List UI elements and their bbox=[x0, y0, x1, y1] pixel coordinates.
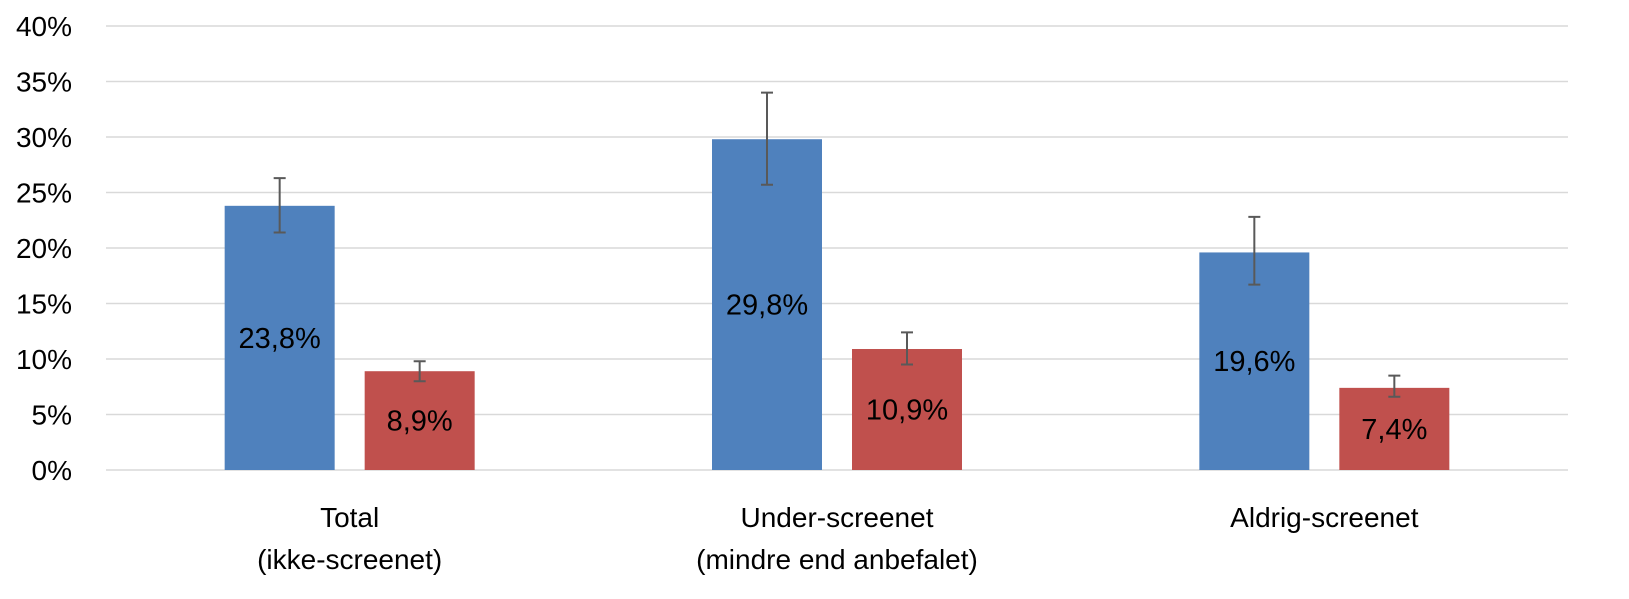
bar bbox=[1199, 252, 1310, 470]
error-bar bbox=[1388, 374, 1401, 398]
y-tick-label: 35% bbox=[16, 67, 72, 98]
bars bbox=[224, 139, 1450, 470]
y-tick-label: 5% bbox=[32, 400, 72, 431]
x-tick-label: (mindre end anbefalet) bbox=[696, 544, 978, 575]
y-tick-label: 15% bbox=[16, 289, 72, 320]
y-axis: 0% 5% 10% 15% 20% 25% 30% 35% 40% bbox=[16, 11, 72, 486]
data-label: 7,4% bbox=[1361, 414, 1427, 446]
x-tick-label: Aldrig-screenet bbox=[1230, 502, 1419, 533]
y-tick-label: 20% bbox=[16, 233, 72, 264]
y-tick-label: 25% bbox=[16, 178, 72, 209]
x-axis: Total (ikke-screenet) Under-screenet (mindr… bbox=[257, 502, 1419, 575]
y-tick-label: 40% bbox=[16, 11, 72, 42]
data-label: 23,8% bbox=[239, 323, 321, 355]
error-bars bbox=[273, 91, 1401, 398]
data-label: 19,6% bbox=[1213, 346, 1295, 378]
x-tick-label: (ikke-screenet) bbox=[257, 544, 442, 575]
data-label: 8,9% bbox=[387, 406, 453, 438]
bar bbox=[364, 371, 475, 470]
x-tick-label: Total bbox=[320, 502, 379, 533]
bar bbox=[224, 205, 335, 470]
error-bar bbox=[1248, 215, 1261, 286]
bar bbox=[852, 349, 962, 470]
gridlines bbox=[106, 25, 1568, 471]
data-label: 10,9% bbox=[866, 395, 948, 427]
data-labels: 23,8% 8,9% 29,8% 10,9% 19,6% 7,4% bbox=[239, 290, 1428, 446]
error-bar bbox=[761, 91, 773, 186]
error-bar bbox=[901, 331, 913, 366]
data-label: 29,8% bbox=[726, 290, 808, 322]
y-tick-label: 0% bbox=[32, 455, 72, 486]
y-tick-label: 30% bbox=[16, 122, 72, 153]
error-bar bbox=[413, 360, 426, 383]
x-tick-label: Under-screenet bbox=[741, 502, 934, 533]
bar bbox=[712, 139, 822, 470]
bar bbox=[1339, 387, 1450, 470]
y-tick-label: 10% bbox=[16, 344, 72, 375]
error-bar bbox=[273, 177, 286, 234]
